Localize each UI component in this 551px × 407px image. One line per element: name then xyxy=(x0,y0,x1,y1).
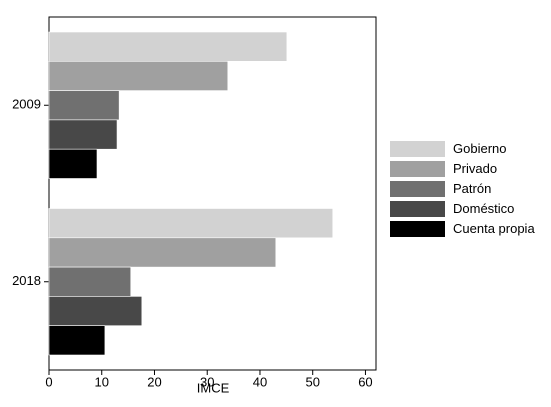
legend-label: Cuenta propia xyxy=(453,221,535,236)
x-tick-label: 0 xyxy=(45,374,52,389)
bar xyxy=(48,266,132,297)
y-tick-label: 2018 xyxy=(12,273,41,288)
legend-label: Privado xyxy=(453,161,497,176)
bar xyxy=(48,148,98,179)
legend-label: Gobierno xyxy=(453,141,506,156)
bar xyxy=(48,61,229,91)
bar xyxy=(48,237,277,268)
x-tick-label: 20 xyxy=(147,374,161,389)
x-tick-label: 40 xyxy=(253,374,267,389)
bar xyxy=(48,90,120,121)
legend-swatch xyxy=(390,161,445,177)
x-axis-label: IMCE xyxy=(197,380,230,395)
bar xyxy=(48,325,106,356)
bar xyxy=(48,296,143,326)
legend-swatch xyxy=(390,141,445,157)
bar xyxy=(48,31,288,62)
legend-swatch xyxy=(390,201,445,217)
bar xyxy=(48,208,334,239)
legend-label: Patrón xyxy=(453,181,491,196)
x-tick-label: 30 xyxy=(200,374,214,389)
bar xyxy=(48,119,118,150)
legend-label: Doméstico xyxy=(453,201,514,216)
plot-frame xyxy=(48,16,377,371)
y-tick-label: 2009 xyxy=(12,97,41,112)
x-tick-label: 50 xyxy=(305,374,319,389)
x-tick-label: 10 xyxy=(95,374,109,389)
legend-swatch xyxy=(390,181,445,197)
legend-swatch xyxy=(390,221,445,237)
x-tick-label: 60 xyxy=(358,374,372,389)
